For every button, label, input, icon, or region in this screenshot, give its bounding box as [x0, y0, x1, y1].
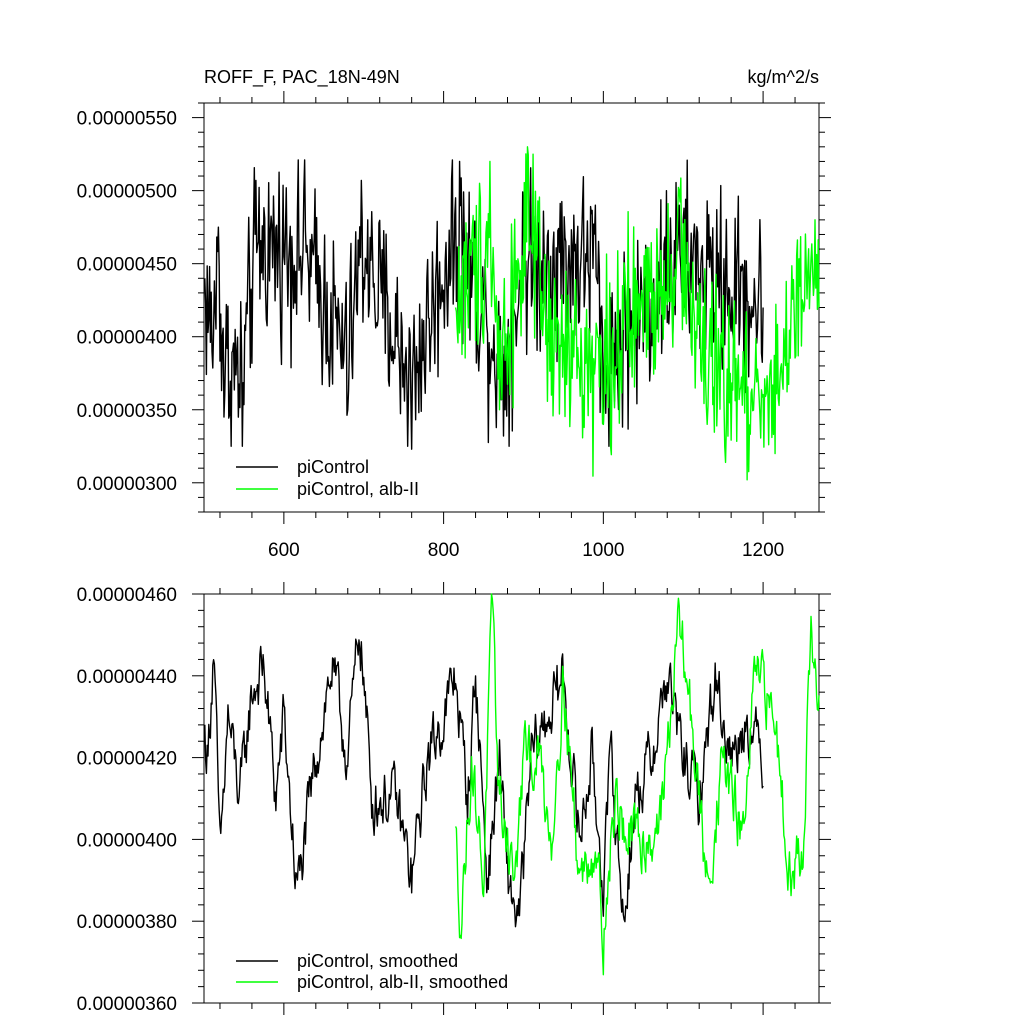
x-tick-label: 600	[268, 540, 300, 561]
legend-label: piControl, alb-II	[297, 479, 419, 499]
y-tick-label: 0.00000360	[77, 994, 177, 1015]
series-line-0	[204, 638, 764, 928]
legend-label: piControl, smoothed	[297, 951, 458, 971]
plot-frame	[203, 593, 820, 1004]
chart-units: kg/m^2/s	[748, 67, 819, 87]
bottom-panel: 0.00000360 0.00000380 0.00000400 0.00000420…	[77, 582, 831, 1015]
y-tick-label: 0.00000550	[77, 109, 177, 130]
y-tick-label: 0.00000460	[77, 585, 177, 606]
series-line-1	[454, 146, 820, 481]
x-tick-label: 800	[428, 540, 460, 561]
y-tick-label: 0.00000420	[77, 749, 177, 770]
y-tick-label: 0.00000350	[77, 401, 177, 422]
legend-label: piControl, alb-II, smoothed	[297, 972, 508, 992]
y-tick-label: 0.00000400	[77, 830, 177, 851]
series-line-1	[454, 593, 820, 976]
top-panel: 0.00000300 0.00000350 0.00000400 0.00000450…	[77, 67, 831, 561]
y-tick-label: 0.00000300	[77, 474, 177, 495]
x-tick-label: 1000	[582, 540, 624, 561]
y-tick-label: 0.00000440	[77, 667, 177, 688]
legend-label: piControl	[297, 457, 369, 477]
chart-title: ROFF_F, PAC_18N-49N	[204, 67, 400, 88]
y-tick-label: 0.00000450	[77, 255, 177, 276]
y-tick-label: 0.00000380	[77, 912, 177, 933]
y-tick-label: 0.00000500	[77, 182, 177, 203]
x-tick-label: 1200	[742, 540, 784, 561]
y-tick-label: 0.00000400	[77, 328, 177, 349]
